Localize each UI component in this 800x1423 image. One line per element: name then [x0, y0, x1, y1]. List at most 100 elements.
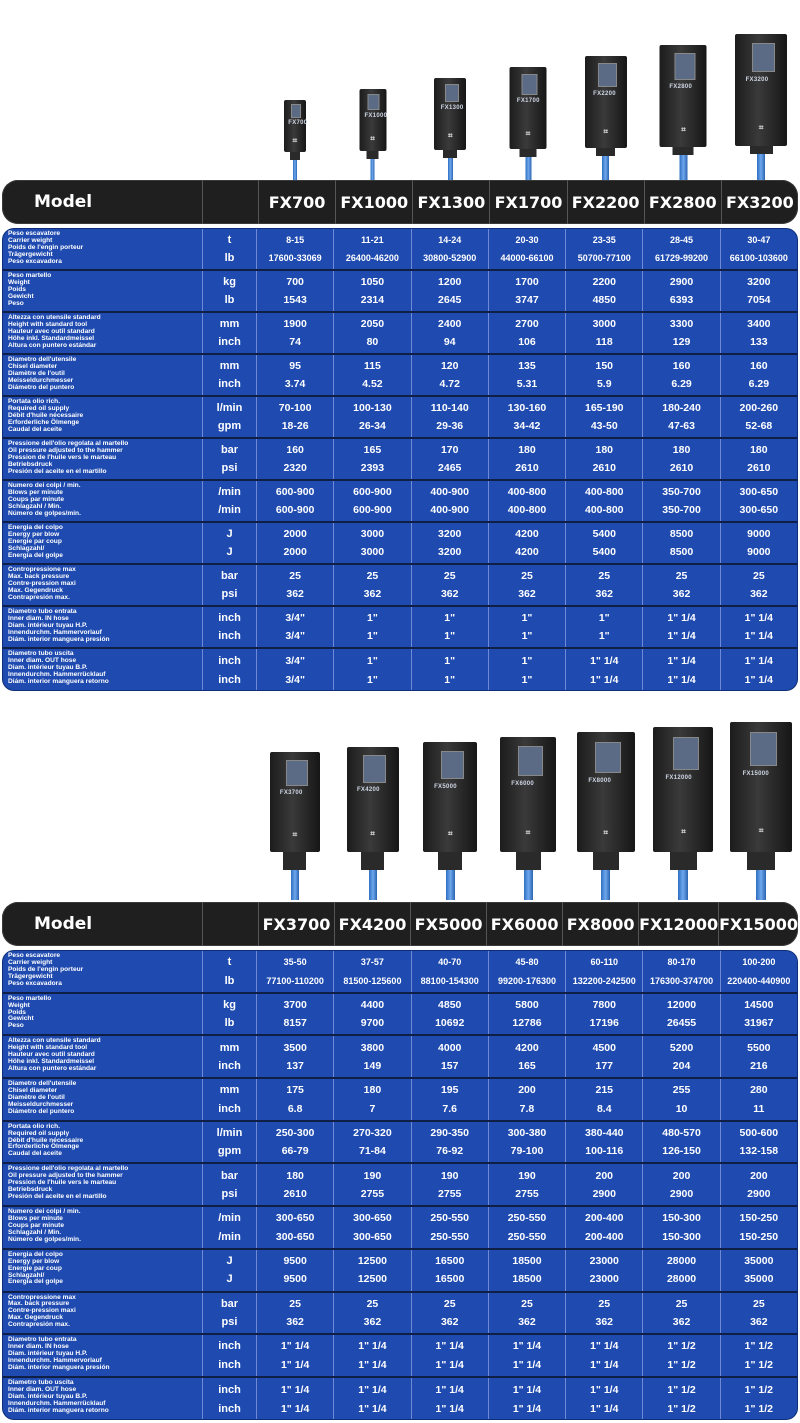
spec-value: 1" 1/4	[435, 1383, 464, 1396]
spec-value: 1" 1/4	[280, 1383, 310, 1396]
spec-value-cell: 60-110 132200-242500	[566, 951, 644, 992]
spec-row: Numero dei colpi / min. Blows per minute C…	[3, 481, 797, 523]
spec-value: 34-42	[513, 420, 541, 432]
spec-value: 4200	[515, 528, 539, 540]
spec-value: 4200	[515, 546, 539, 558]
spec-value: 6.29	[748, 378, 770, 390]
hammer-model-label: FX1700	[516, 98, 540, 105]
spec-label: Diametro tubo uscita Inner diam. OUT hose…	[3, 1377, 203, 1419]
spec-value: 18-26	[281, 420, 309, 432]
spec-value: 220400-440900	[727, 975, 791, 986]
spec-value-cell: 35-50 77100-110200	[257, 951, 335, 992]
spec-value-cell: 480-570 126-150	[643, 1121, 721, 1163]
spec-value: 300-650	[739, 486, 779, 498]
spec-value: 3.74	[284, 378, 306, 390]
spec-value: 350-700	[662, 504, 701, 516]
spec-value: 1" 1/4	[744, 612, 773, 624]
unit-label: inch	[218, 1340, 241, 1353]
spec-value: 400-900	[430, 486, 469, 498]
spec-value-cell: 8500 8500	[643, 523, 721, 563]
spec-label-line: Altura con puntero estándar	[8, 341, 97, 349]
spec-value-cell: 28000 28000	[643, 1249, 721, 1291]
spec-value-cell: 300-650 300-650	[721, 481, 797, 521]
spec-value: 362	[440, 1316, 459, 1329]
spec-value-cell: 195 7.6	[412, 1079, 489, 1120]
spec-value-cell: 160 6.29	[721, 355, 797, 395]
spec-value-cell: 5200 204	[643, 1036, 721, 1078]
spec-row: Peso escavatore Carrier weight Poids de l'…	[3, 951, 797, 994]
spec-units: inch inch	[203, 649, 257, 690]
spec-value: 3200	[438, 528, 462, 540]
spec-value: 5800	[515, 998, 539, 1011]
spec-value: 9000	[747, 546, 771, 558]
spec-value: 26455	[666, 1017, 697, 1030]
spec-value: 1" 1/4	[358, 1358, 387, 1371]
spec-label-line: Contrapresión max.	[8, 593, 70, 601]
spec-value-cell: 2400 94	[412, 313, 489, 353]
spec-value: 362	[595, 1316, 614, 1329]
spec-label-line: Portata olio rich.	[8, 1122, 61, 1130]
spec-value-cell: 1" 1"	[412, 649, 489, 690]
spec-value-cell: 2050 80	[334, 313, 412, 353]
spec-value: 40-70	[438, 957, 462, 968]
spec-value-cell: 40-70 88100-154300	[412, 951, 489, 992]
spec-value: 350-700	[662, 486, 701, 498]
spec-value: 4200	[515, 1041, 539, 1054]
spec-value: 23-35	[592, 235, 616, 245]
spec-label-line: Inner diam. IN hose	[8, 1343, 69, 1351]
spec-label-line: Innendurchm. Hammervorlauf	[8, 628, 102, 636]
spec-value: 2755	[438, 1187, 462, 1200]
spec-value: 1" 1/4	[590, 1358, 619, 1371]
spec-value-cell: 1" 1"	[334, 607, 412, 647]
spec-value: 7.8	[519, 1102, 535, 1115]
spec-value-cell: 3/4" 3/4"	[257, 607, 335, 647]
spec-label-line: Betriebsdruck	[8, 1186, 53, 1194]
spec-label: Peso martello Weight Poids Gewicht Peso	[3, 271, 203, 311]
spec-label-line: Altura con puntero estándar	[8, 1065, 97, 1072]
spec-value: 362	[518, 1316, 536, 1329]
spec-value: 126-150	[662, 1145, 701, 1158]
unit-label: inch	[218, 1402, 241, 1415]
spec-value-cell: 110-140 29-36	[412, 397, 489, 437]
spec-value-cell: 165 2393	[334, 439, 412, 479]
spec-value-cell: 700 1543	[257, 271, 335, 311]
spec-value: 1" 1/4	[280, 1358, 310, 1371]
spec-row: Altezza con utensile standard Height with…	[3, 313, 797, 355]
spec-row: Peso escavatore Carrier weight Poids de l'…	[3, 229, 797, 271]
hammer-image: FX5000 ⌗	[423, 742, 478, 900]
spec-label-line: Numero dei colpi / min.	[8, 1208, 81, 1216]
spec-label-line: Weight	[8, 278, 30, 286]
spec-value: 2755	[515, 1187, 539, 1200]
spec-value: 1" 1/4	[512, 1358, 542, 1371]
spec-label-line: Número de golpes/min.	[8, 509, 81, 517]
spec-value-cell: 3400 133	[721, 313, 797, 353]
spec-units: inch inch	[203, 1335, 257, 1376]
spec-value: 2000	[283, 528, 307, 540]
spec-value: 2200	[592, 276, 616, 288]
spec-value-cell: 135 5.31	[489, 355, 567, 395]
spec-value: 280	[750, 1084, 768, 1097]
hammer-image: FX1000 ⌗	[359, 89, 387, 182]
spec-label-line: Meisseldurchmesser	[8, 1100, 74, 1108]
spec-value: 5500	[747, 1041, 771, 1054]
spec-value: 200-400	[584, 1212, 624, 1225]
spec-value: 170	[440, 444, 459, 456]
spec-label-line: Diamètre de l'outil	[8, 369, 65, 377]
spec-row: Diametro tubo uscita Inner diam. OUT hose…	[3, 649, 797, 690]
spec-value: 1" 1/4	[590, 1383, 619, 1396]
spec-value-cell: 1" 1/4 1" 1/4	[566, 649, 644, 690]
spec-value: 362	[750, 588, 768, 600]
brand-logo-icon: ⌗	[448, 131, 453, 141]
spec-row: Energia del colpo Energy per blow Energie …	[3, 523, 797, 565]
spec-value-cell: 1" 1/4 1" 1/4	[334, 1335, 412, 1376]
spec-value: 500-600	[739, 1126, 779, 1139]
spec-value: 204	[672, 1059, 691, 1072]
spec-value: 700	[286, 276, 304, 288]
spec-label: Diametro tubo entrata Inner diam. IN hose…	[3, 607, 203, 647]
spec-value: 160	[672, 360, 691, 372]
unit-label: psi	[221, 588, 238, 600]
spec-value-cell: 12500 12500	[334, 1249, 412, 1291]
spec-value: 20-30	[515, 235, 539, 245]
unit-label: inch	[218, 1102, 241, 1115]
